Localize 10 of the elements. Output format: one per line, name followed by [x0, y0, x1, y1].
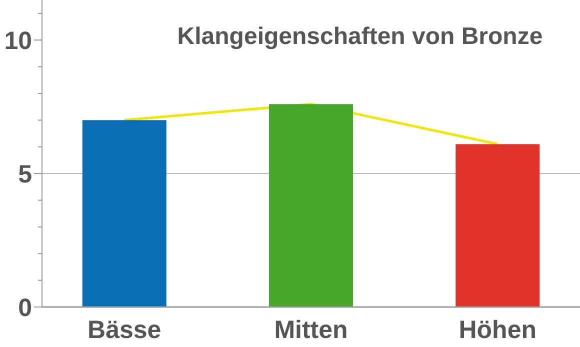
bar [456, 144, 540, 307]
y-tick-label: 5 [18, 160, 32, 188]
y-tick-label: 10 [4, 26, 32, 55]
x-tick-label: Höhen [458, 316, 537, 344]
bar [82, 120, 166, 307]
bar [269, 104, 353, 307]
x-tick-label: Mitten [274, 316, 348, 344]
text: Klangeigenschaften von Bronze [177, 23, 543, 50]
y-tick-label: 0 [18, 294, 32, 322]
x-tick-label: Bässe [88, 316, 162, 344]
